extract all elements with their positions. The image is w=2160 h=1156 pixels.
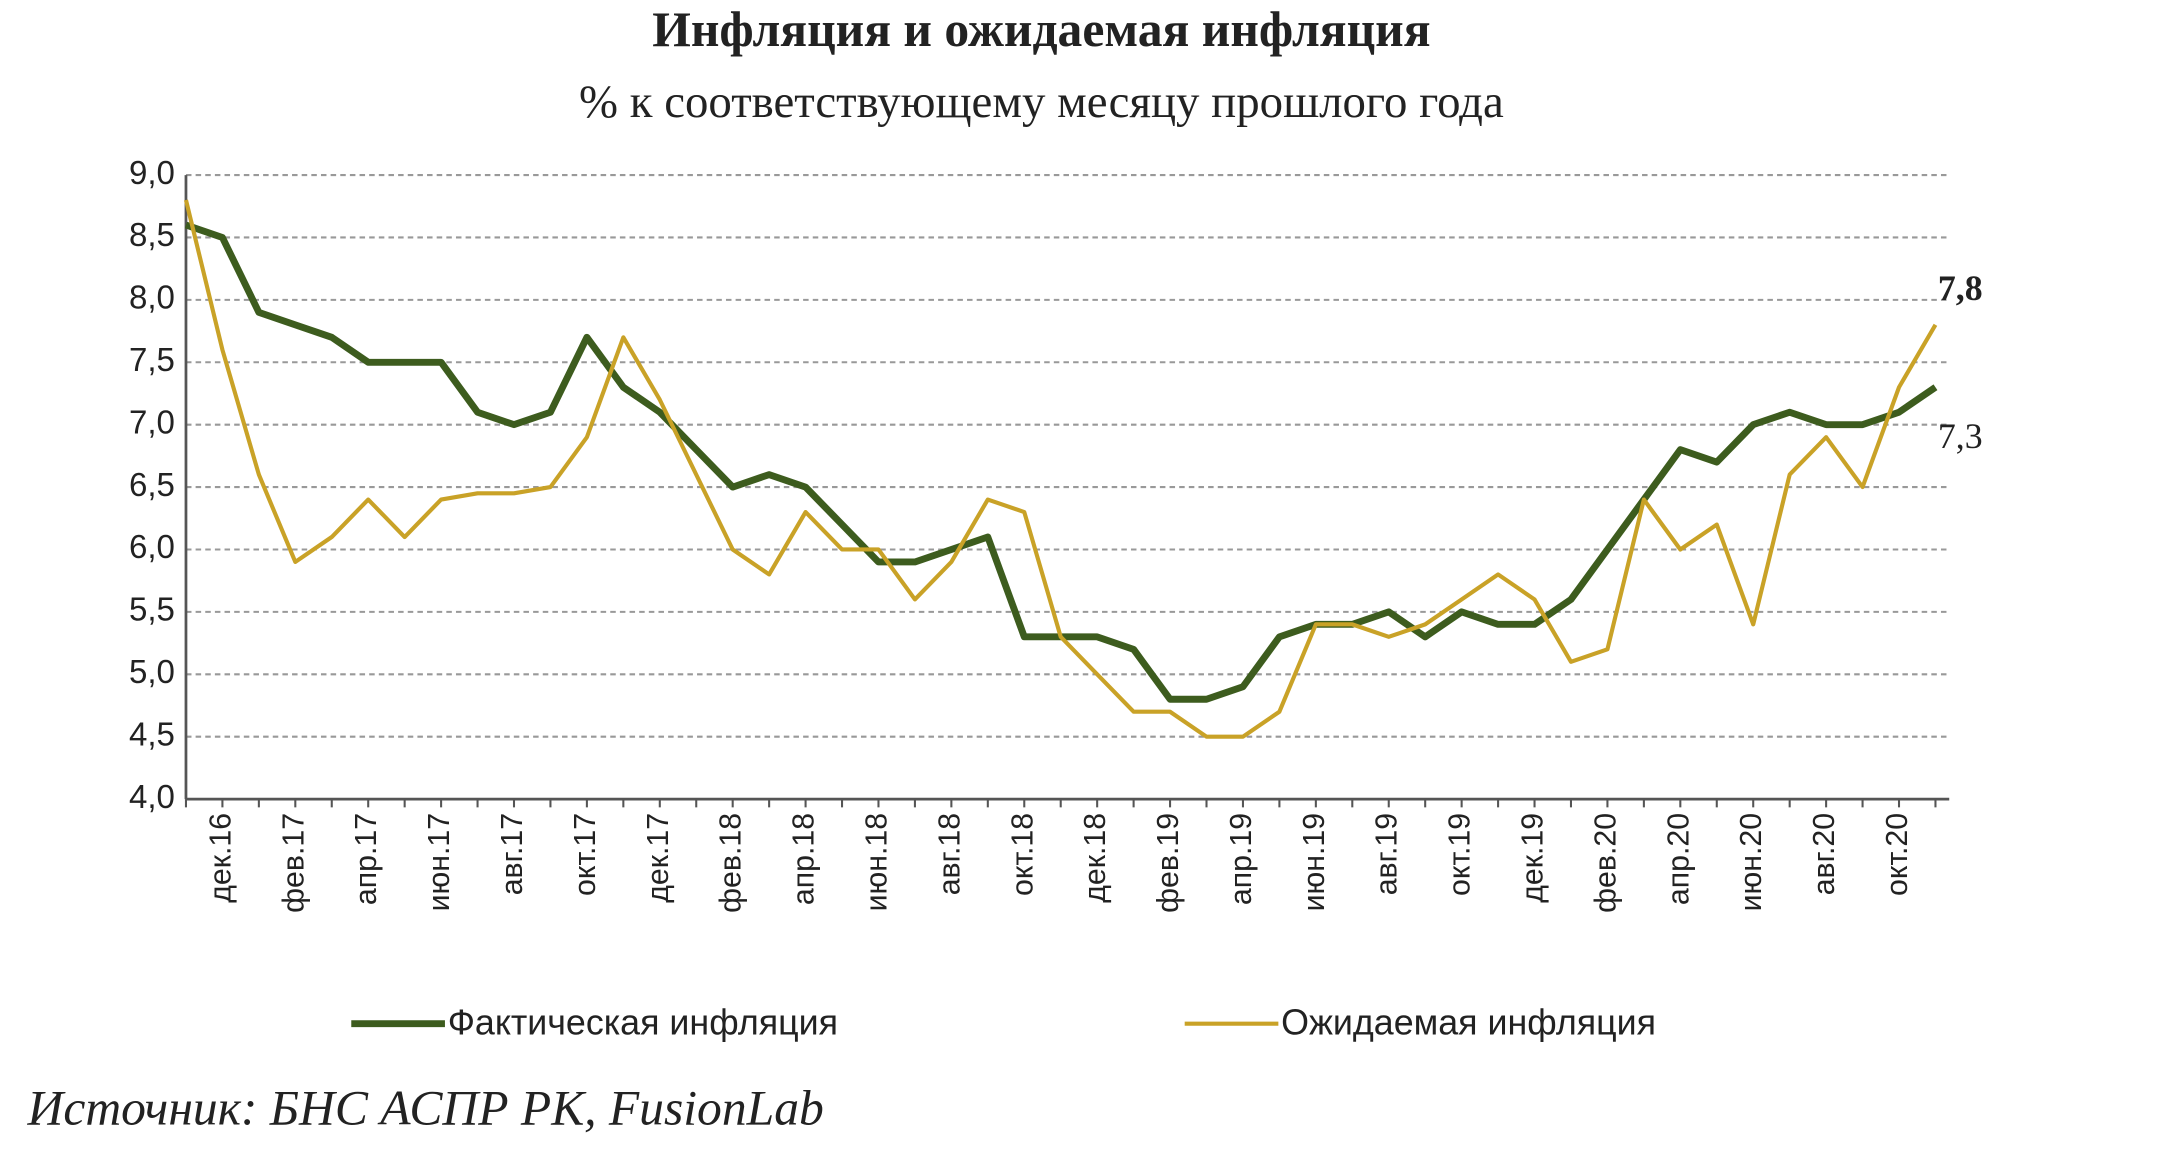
x-tick-label: июн.17 [423, 813, 456, 912]
chart-subtitle: % к соответствующему месяцу прошлого год… [579, 76, 1504, 128]
x-tick-label: фев.18 [715, 813, 748, 913]
y-tick-label: 8,5 [129, 217, 175, 254]
chart-title: Инфляция и ожидаемая инфляция [652, 2, 1430, 57]
x-tick-label: окт.18 [1006, 813, 1039, 896]
y-tick-label: 6,5 [129, 467, 175, 504]
x-tick-label: окт.20 [1881, 813, 1914, 896]
x-tick-label: июн.19 [1298, 813, 1331, 912]
y-tick-label: 4,5 [129, 716, 175, 753]
x-tick-label: дек.18 [1079, 813, 1112, 903]
y-tick-label: 4,0 [129, 779, 175, 816]
x-tick-label: дек.17 [642, 813, 675, 903]
x-tick-label: окт.17 [569, 813, 602, 896]
x-tick-label: июн.18 [860, 813, 893, 912]
y-tick-label: 5,0 [129, 654, 175, 691]
source: Источник: БНС АСПР РК, FusionLab [27, 1081, 824, 1136]
x-tick-label: апр.20 [1662, 813, 1695, 905]
value-label: 7,8 [1938, 268, 1983, 308]
legend-label: Фактическая инфляция [448, 1002, 838, 1042]
x-tick-label: авг.17 [496, 813, 529, 895]
x-tick-label: дек.16 [204, 813, 237, 903]
x-tick-label: фев.19 [1152, 813, 1185, 913]
x-tick-label: июн.20 [1735, 813, 1768, 912]
legend-label: Ожидаемая инфляция [1281, 1002, 1656, 1042]
y-tick-label: 7,5 [129, 342, 175, 379]
y-tick-label: 7,0 [129, 404, 175, 441]
x-tick-label: апр.19 [1225, 813, 1258, 905]
x-tick-label: апр.17 [350, 813, 383, 905]
x-tick-label: окт.19 [1444, 813, 1477, 896]
y-tick-label: 5,5 [129, 592, 175, 629]
y-tick-label: 6,0 [129, 529, 175, 566]
y-tick-label: 8,0 [129, 280, 175, 317]
x-tick-label: апр.18 [788, 813, 821, 905]
x-tick-label: авг.18 [933, 813, 966, 895]
y-tick-label: 9,0 [129, 155, 175, 192]
x-tick-label: фев.20 [1589, 813, 1622, 913]
value-label: 7,3 [1938, 416, 1983, 456]
x-tick-label: фев.17 [277, 813, 310, 913]
x-tick-label: авг.19 [1371, 813, 1404, 895]
line-series [183, 199, 1938, 739]
x-tick-label: дек.19 [1517, 813, 1550, 903]
x-tick-label: авг.20 [1808, 813, 1841, 895]
